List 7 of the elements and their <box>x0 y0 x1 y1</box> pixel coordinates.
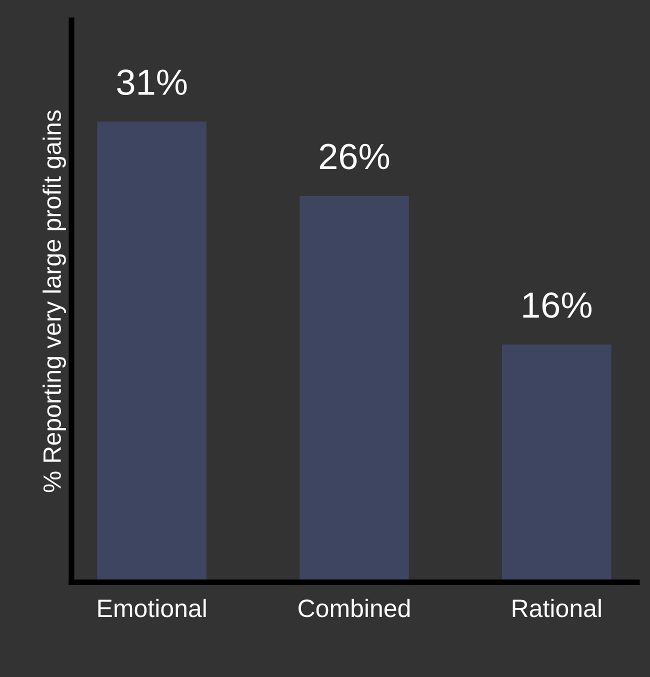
data-label: 16% <box>523 292 592 318</box>
data-label: 26% <box>320 144 390 170</box>
x-tick-label: Emotional <box>98 598 206 618</box>
x-tick-label: Combined <box>298 598 410 618</box>
data-label: 31% <box>117 69 187 96</box>
x-tick-label: Rational <box>512 598 601 618</box>
y-axis-title: % Reporting very large profit gains <box>42 110 66 492</box>
